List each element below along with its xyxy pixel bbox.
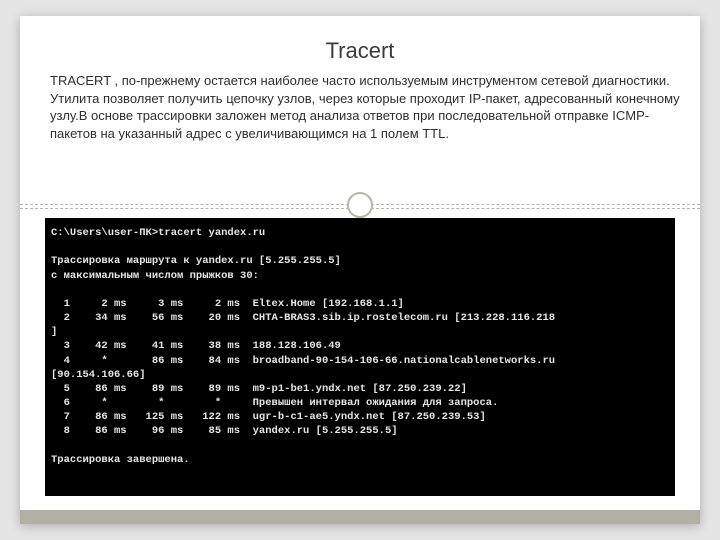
terminal-output: C:\Users\user-ПК>tracert yandex.ru Трасс… <box>51 226 669 466</box>
terminal-window: C:\Users\user-ПК>tracert yandex.ru Трасс… <box>45 218 675 496</box>
page-title: Tracert <box>20 38 700 64</box>
description-text: TRACERT , по-прежнему остается наиболее … <box>50 72 680 142</box>
footer-bar <box>20 510 700 524</box>
slide: Tracert TRACERT , по-прежнему остается н… <box>20 16 700 524</box>
divider-circle <box>347 192 373 218</box>
